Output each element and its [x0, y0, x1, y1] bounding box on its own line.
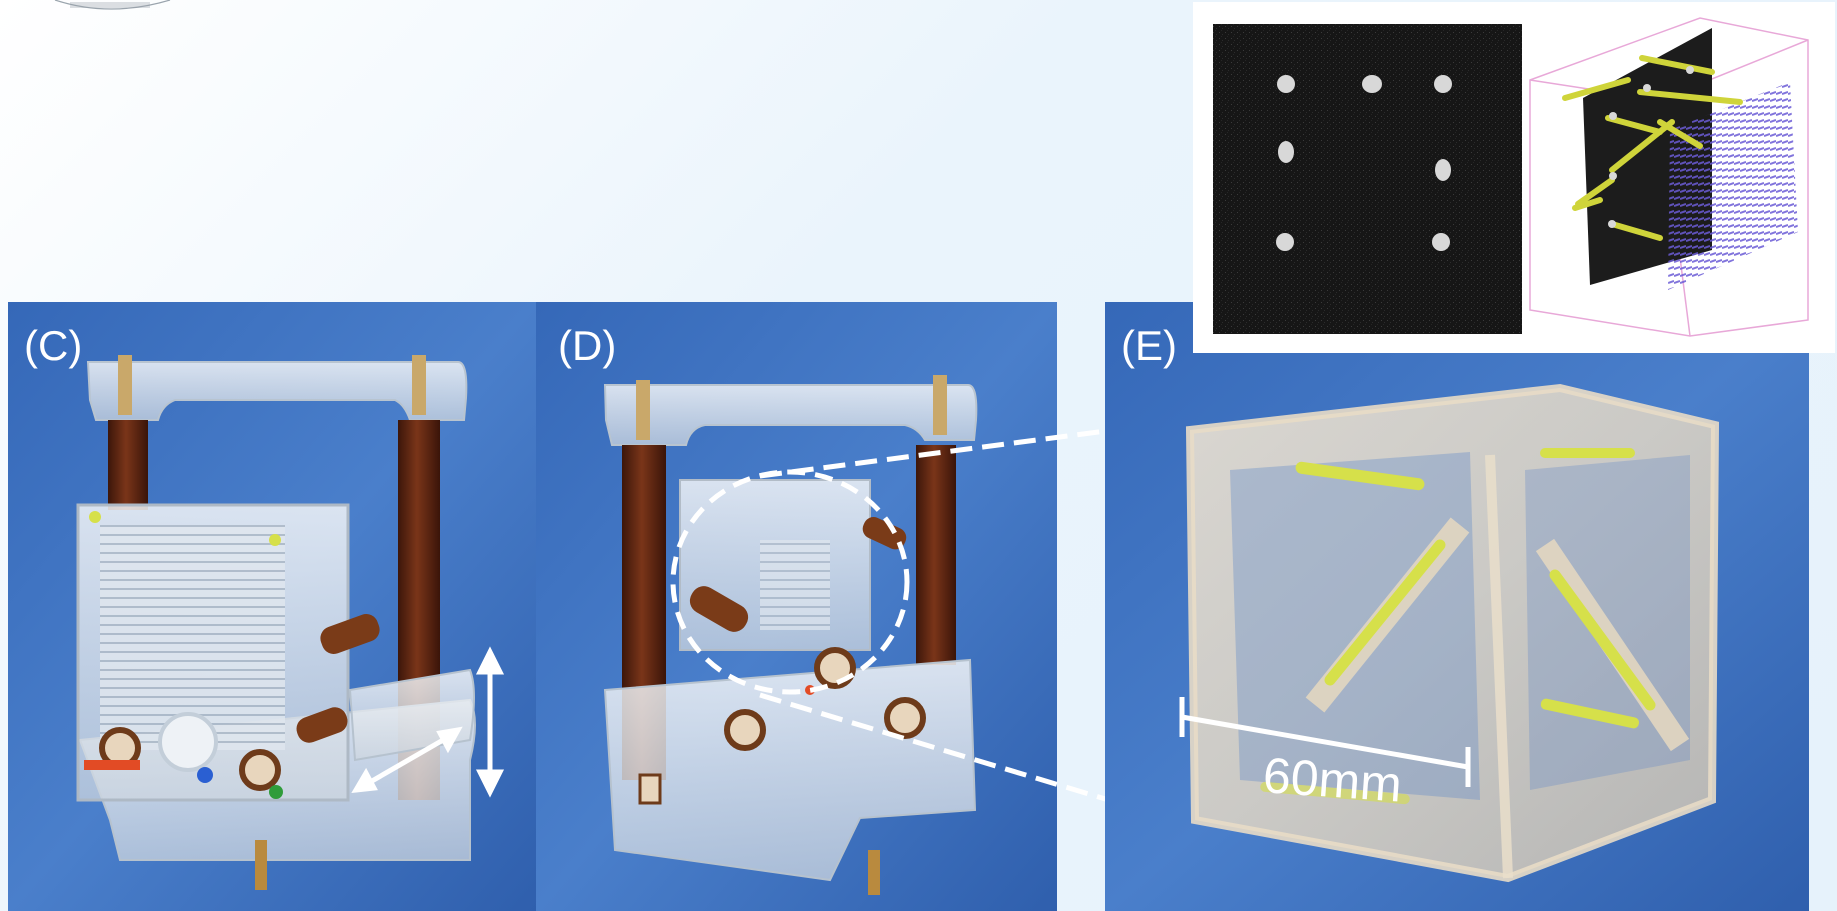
panel-c-photo — [8, 302, 536, 911]
panel-d-label: (D) — [558, 322, 616, 369]
3d-render-image — [1529, 17, 1809, 337]
panel-d-photo — [536, 302, 1057, 911]
imaging-inset — [1193, 2, 1835, 353]
panel-e-photo — [1105, 302, 1809, 911]
zoom-ellipse — [670, 469, 910, 695]
mri-slice-image — [1213, 24, 1522, 334]
scale-bar — [1179, 697, 1471, 787]
panel-e-label: (E) — [1121, 322, 1177, 369]
motion-arrows — [351, 646, 505, 798]
stamp-fragment — [54, 0, 171, 10]
scale-bar-label: 60mm — [1261, 747, 1403, 813]
panel-c-label: (C) — [24, 322, 82, 369]
